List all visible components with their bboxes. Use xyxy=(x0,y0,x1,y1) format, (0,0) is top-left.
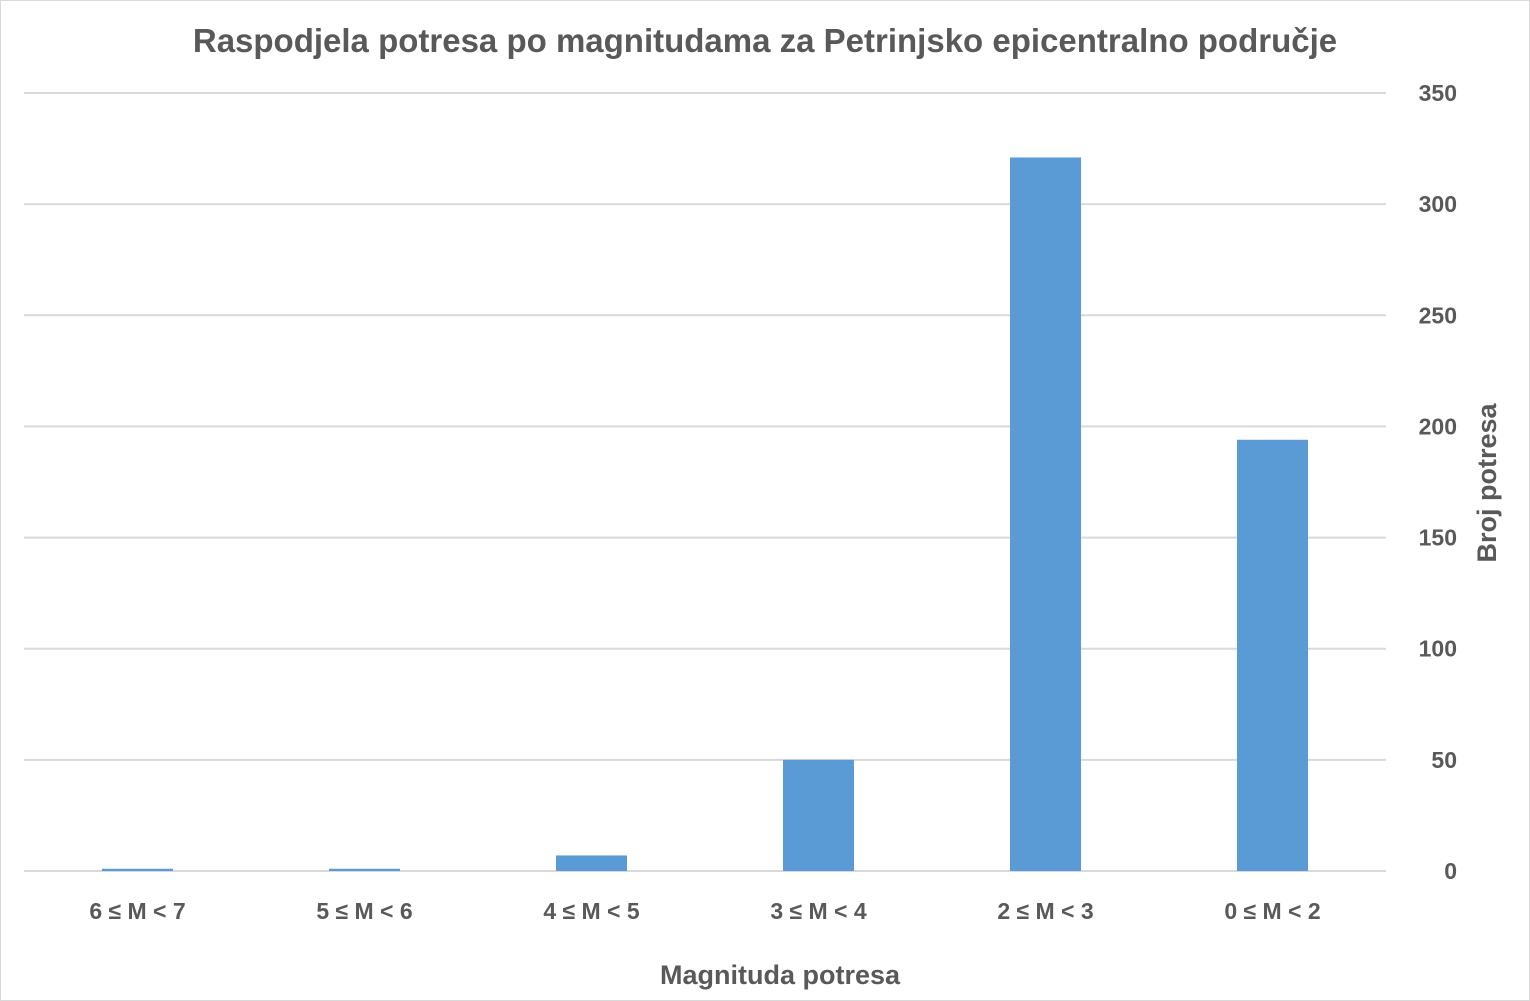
y-tick-label: 100 xyxy=(1419,636,1457,662)
bar-3 xyxy=(556,855,627,871)
x-tick-label: 0 ≤ M < 2 xyxy=(1224,898,1320,924)
x-tick-label: 5 ≤ M < 6 xyxy=(316,898,412,924)
y-tick-label: 200 xyxy=(1419,413,1457,439)
y-tick-label: 0 xyxy=(1444,858,1457,884)
y-tick-label: 300 xyxy=(1419,191,1457,217)
bars xyxy=(102,157,1308,871)
chart-title: Raspodjela potresa po magnitudama za Pet… xyxy=(193,22,1337,59)
y-tick-label: 150 xyxy=(1419,525,1457,551)
bar-2 xyxy=(329,868,400,871)
bar-1 xyxy=(102,868,173,871)
y-axis-title: Broj potresa xyxy=(1472,403,1502,563)
bar-6 xyxy=(1237,439,1308,871)
x-tick-label: 4 ≤ M < 5 xyxy=(543,898,640,924)
y-tick-label: 350 xyxy=(1419,80,1457,106)
x-axis-title: Magnituda potresa xyxy=(660,960,901,990)
y-tick-label: 50 xyxy=(1431,747,1457,773)
gridlines xyxy=(24,92,1386,872)
x-tick-label: 3 ≤ M < 4 xyxy=(770,898,867,924)
x-tick-label: 2 ≤ M < 3 xyxy=(997,898,1093,924)
x-tick-label: 6 ≤ M < 7 xyxy=(89,898,185,924)
bar-5 xyxy=(1010,157,1081,871)
y-axis-ticks: 0 50 100 150 200 250 300 350 xyxy=(1419,80,1457,884)
x-axis-ticks: 6 ≤ M < 7 5 ≤ M < 6 4 ≤ M < 5 3 ≤ M < 4 2 ≤ … xyxy=(89,898,1320,924)
y-tick-label: 250 xyxy=(1419,302,1457,328)
bar-4 xyxy=(783,759,854,871)
